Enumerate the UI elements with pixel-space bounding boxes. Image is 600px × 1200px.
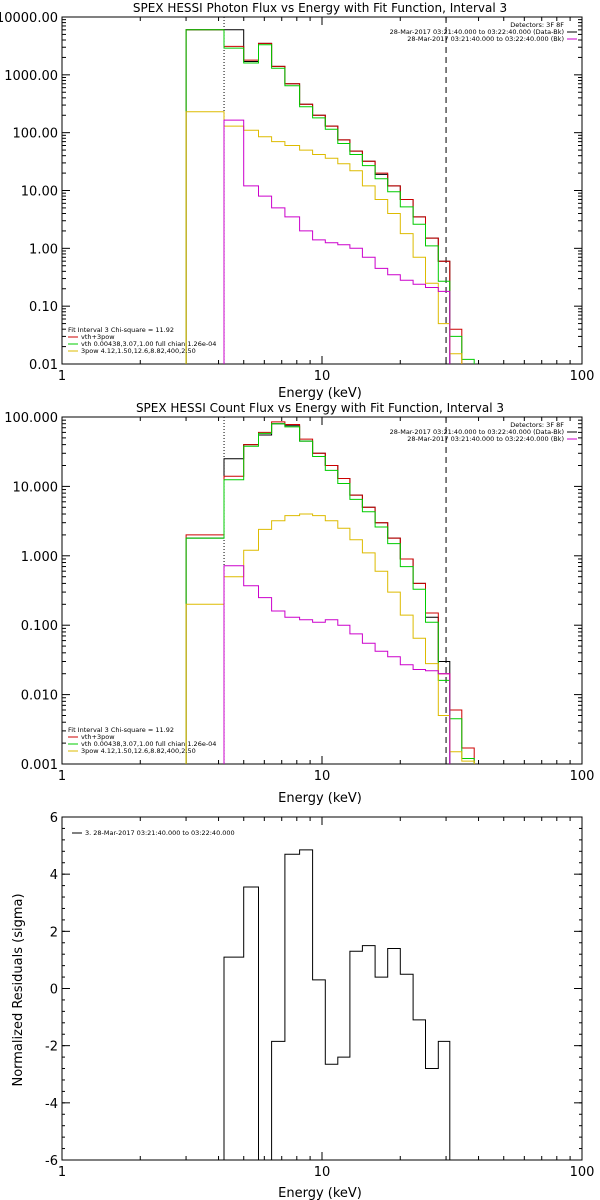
count-flux-xtick-label: 100 (570, 769, 595, 784)
photon-flux-series-1 (185, 29, 463, 364)
photon-flux-series-3 (185, 111, 463, 364)
residuals-xtick-label: 100 (570, 1165, 595, 1180)
photon-flux-plot-frame (61, 16, 583, 365)
count-flux-xlabel: Energy (keV) (278, 791, 362, 806)
residuals-ticks: 1 10 100 -6 -4 -2 0 2 4 6 (45, 811, 594, 1180)
count-flux-ytick-label: 1.000 (21, 550, 58, 565)
residuals-ytick-label: 6 (50, 811, 58, 826)
count-flux-series-0 (185, 423, 451, 764)
count-flux-panel: SPEX HESSI Count Flux vs Energy with Fit… (4, 401, 594, 806)
count-flux-plot-frame (61, 416, 583, 765)
residuals-legend: 3. 28-Mar-2017 03:21:40.000 to 03:22:40.… (72, 829, 235, 837)
count-flux-xtick-label: 10 (314, 769, 331, 784)
photon-flux-xlabel: Energy (keV) (278, 386, 362, 401)
photon-flux-legend-text: 28-Mar-2017 03:21:40.000 to 03:22:40.000… (407, 35, 564, 43)
count-flux-title: SPEX HESSI Count Flux vs Energy with Fit… (136, 401, 504, 415)
photon-flux-series-2 (185, 29, 475, 364)
photon-flux-ytick-label: 1000.00 (4, 69, 58, 84)
photon-flux-legend-text: 3pow 4.12,1.50,12.6,8.82,400,2.50 (81, 347, 196, 355)
count-flux-xtick-label: 1 (58, 769, 66, 784)
count-flux-series-1 (185, 421, 475, 764)
count-flux-ytick-label: 0.001 (21, 758, 58, 773)
count-flux-ticks: 1 10 100 0.001 0.010 0.100 1.000 10.000 100.000 (4, 411, 594, 784)
count-flux-legend-text: Fit Interval 3 Chi-square = 11.92 (68, 726, 174, 734)
residuals-xlabel: Energy (keV) (278, 1186, 362, 1200)
photon-flux-ytick-label: 10000.00 (0, 11, 58, 26)
residuals-ytick-label: -6 (45, 1154, 58, 1169)
photon-flux-ytick-label: 0.01 (29, 358, 58, 373)
photon-flux-xtick-label: 10 (314, 369, 331, 384)
residuals-series-group (223, 849, 451, 1161)
residuals-ytick-label: 2 (50, 925, 58, 940)
count-flux-ytick-label: 10.000 (13, 480, 59, 495)
photon-flux-legend-text: Detectors: 3F 8F (510, 21, 564, 29)
residuals-ytick-label: 4 (50, 868, 58, 883)
count-flux-legend-text: 3pow 4.12,1.50,12.6,8.82,400,2.50 (81, 747, 196, 755)
count-flux-series-3 (185, 513, 475, 764)
count-flux-ytick-label: 100.000 (4, 411, 58, 426)
count-flux-legend-text: vth 0.00438,3.07,1.00 full chian 1.26e-0… (81, 740, 216, 748)
photon-flux-ytick-label: 10.00 (21, 185, 58, 200)
residuals-plot-frame (61, 816, 583, 1161)
photon-flux-legend-text: vth 0.00438,3.07,1.00 full chian 1.26e-0… (81, 340, 216, 348)
photon-flux-xtick-label: 100 (570, 369, 595, 384)
photon-flux-title: SPEX HESSI Photon Flux vs Energy with Fi… (133, 1, 507, 15)
residuals-ytick-label: -2 (45, 1040, 58, 1055)
photon-flux-series-4 (223, 119, 451, 364)
photon-flux-legend-bottom: Fit Interval 3 Chi-square = 11.92vth+3po… (68, 326, 216, 355)
residuals-ylabel: Normalized Residuals (sigma) (11, 893, 26, 1086)
residuals-panel: Energy (keV) Normalized Residuals (sigma… (11, 811, 594, 1200)
photon-flux-ytick-label: 0.10 (29, 300, 58, 315)
residuals-series-0 (223, 849, 451, 1161)
residuals-legend-text: 3. 28-Mar-2017 03:21:40.000 to 03:22:40.… (85, 829, 235, 837)
count-flux-legend-text: Detectors: 3F 8F (510, 421, 564, 429)
photon-flux-panel: SPEX HESSI Photon Flux vs Energy with Fi… (0, 1, 594, 401)
count-flux-legend-text: 28-Mar-2017 03:21:40.000 to 03:22:40.000… (407, 435, 564, 443)
count-flux-ytick-label: 0.100 (21, 619, 58, 634)
photon-flux-legend-text: Fit Interval 3 Chi-square = 11.92 (68, 326, 174, 334)
photon-flux-legend-text: 28-Mar-2017 03:21:40.000 to 03:22:40.000… (390, 28, 564, 36)
photon-flux-ytick-label: 100.00 (13, 127, 59, 142)
count-flux-legend-bottom: Fit Interval 3 Chi-square = 11.92vth+3po… (68, 726, 216, 755)
count-flux-legend-text: 28-Mar-2017 03:21:40.000 to 03:22:40.000… (390, 428, 564, 436)
count-flux-legend-text: vth+3pow (81, 733, 115, 741)
photon-flux-legend-text: vth+3pow (81, 333, 115, 341)
photon-flux-ytick-label: 1.00 (29, 242, 58, 257)
photon-flux-ticks: 1 10 100 0.01 0.10 1.00 10.00 100.00 1000.00 1000… (0, 11, 594, 384)
residuals-ytick-label: 0 (50, 983, 58, 998)
count-flux-series-2 (185, 423, 475, 764)
residuals-ytick-label: -4 (45, 1097, 58, 1112)
photon-flux-series-0 (185, 29, 451, 364)
photon-flux-xtick-label: 1 (58, 369, 66, 384)
count-flux-ytick-label: 0.010 (21, 689, 58, 704)
photon-flux-series-group (185, 17, 475, 364)
residuals-xtick-label: 10 (314, 1165, 331, 1180)
count-flux-series-group (185, 417, 475, 764)
residuals-xtick-label: 1 (58, 1165, 66, 1180)
count-flux-series-4 (223, 565, 451, 764)
